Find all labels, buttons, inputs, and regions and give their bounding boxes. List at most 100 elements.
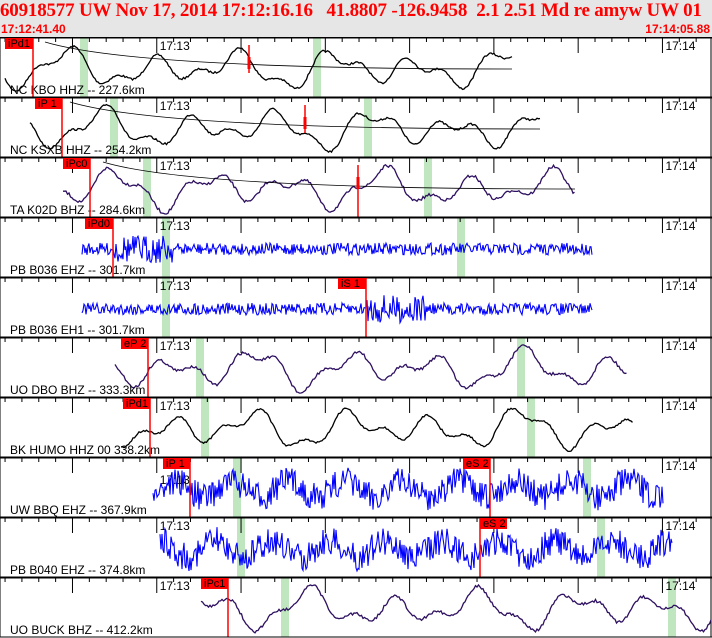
waveform-trace	[159, 526, 673, 573]
time-label: 17:13	[160, 159, 190, 173]
station-label: PB B040 EHZ -- 374.8km	[10, 563, 145, 577]
pick-label: eS 2	[466, 458, 489, 470]
coda-curve	[44, 41, 513, 70]
waveform-trace	[121, 407, 633, 453]
pick-window	[281, 578, 289, 637]
pick-flag[interactable]	[121, 338, 148, 349]
phase-pick[interactable]: iP 1	[163, 458, 191, 517]
time-label: 17:14	[665, 579, 695, 593]
pick-label: iPd0	[88, 218, 110, 230]
pick-window	[143, 158, 151, 217]
phase-pick[interactable]: eS 2	[479, 518, 507, 577]
amplitude-mark	[356, 177, 360, 189]
phase-pick[interactable]: iS 1	[338, 278, 367, 337]
trace-row[interactable]: 17:13 17:14 TA K02D BHZ -- 284.6km iPc0	[0, 156, 712, 217]
pick-flag[interactable]	[480, 518, 507, 529]
amplitude-mark	[247, 57, 251, 69]
trace-row[interactable]: 17:13 17:14 BK HUMO HHZ 00 338.2km iPd1	[0, 396, 712, 457]
phase-pick[interactable]: iPd1	[123, 398, 151, 457]
time-label: 17:13	[160, 219, 190, 233]
pick-label: iPc1	[204, 578, 225, 590]
waveform-trace	[152, 467, 664, 511]
trace-row[interactable]: 17:13 17:14 UO DBO BHZ -- 333.3km eP 2	[0, 336, 712, 397]
phase-pick[interactable]: iP 1	[35, 98, 63, 157]
pick-window	[110, 98, 118, 157]
waveform-trace	[114, 344, 627, 394]
station-label: UW BBQ EHZ -- 367.9km	[10, 503, 147, 517]
station-label: PB B036 EH1 -- 301.7km	[10, 323, 145, 337]
station-label: UO DBO BHZ -- 333.3km	[10, 383, 145, 397]
station-label: PB B036 EHZ -- 301.7km	[10, 263, 145, 277]
time-label: 17:14	[665, 39, 695, 53]
pick-flag[interactable]	[123, 398, 150, 409]
time-label: 17:14	[665, 339, 695, 353]
event-title: 60918577 UW Nov 17, 2014 17:12:16.16 41.…	[0, 0, 712, 21]
waveform-trace	[200, 583, 712, 634]
trace-row[interactable]: 17:13 17:14 UO BUCK BHZ -- 412.2km iPc1	[0, 576, 712, 637]
phase-pick[interactable]: eS 2	[463, 458, 491, 517]
trace-row[interactable]: 17:13 17:14 NC KSXB HHZ -- 254.2km iP 1	[0, 96, 712, 157]
pick-flag[interactable]	[201, 578, 228, 589]
pick-label: iPc0	[66, 158, 87, 170]
time-label: 17:13	[160, 579, 190, 593]
time-label: 17:14	[665, 519, 695, 533]
trace-row[interactable]: 17:13 17:14 NC KBO HHZ -- 227.6km iPd1	[0, 37, 712, 97]
trace-row[interactable]: 17:13 17:14 PB B040 EHZ -- 374.8km eS 2	[0, 516, 712, 577]
time-label: 17:13	[160, 519, 190, 533]
pick-label: iPd1	[126, 398, 148, 410]
station-label: TA K02D BHZ -- 284.6km	[10, 203, 145, 217]
pick-flag[interactable]	[5, 38, 33, 49]
time-label: 17:13	[160, 39, 190, 53]
pick-window	[457, 218, 465, 277]
pick-label: iS 1	[341, 278, 360, 290]
station-label: BK HUMO HHZ 00 338.2km	[10, 443, 160, 457]
pick-flag[interactable]	[163, 458, 190, 469]
time-label: 17:14	[665, 279, 695, 293]
phase-pick[interactable]: iPd1	[5, 38, 34, 97]
pick-label: eS 2	[483, 518, 506, 530]
event-header: 60918577 UW Nov 17, 2014 17:12:16.16 41.…	[0, 0, 712, 37]
time-label: 17:14	[665, 219, 695, 233]
waveform-trace	[81, 234, 593, 264]
pick-window	[162, 218, 170, 277]
time-label: 17:14	[665, 99, 695, 113]
station-label: NC KBO HHZ -- 227.6km	[10, 83, 145, 97]
time-label: 17:13	[160, 339, 190, 353]
time-label: 17:13	[160, 99, 190, 113]
pick-label: iP 1	[166, 458, 185, 470]
pick-window	[162, 278, 170, 337]
time-label: 17:14	[665, 159, 695, 173]
pick-label: iP 1	[38, 98, 57, 110]
pick-window	[196, 338, 204, 397]
time-label: 17:14	[665, 459, 695, 473]
pick-window	[313, 38, 321, 97]
pick-window	[597, 518, 605, 577]
pick-flag[interactable]	[63, 158, 90, 169]
window-start-time: 17:12:41.40	[1, 22, 66, 36]
phase-pick[interactable]: eP 2	[121, 338, 149, 397]
pick-flag[interactable]	[338, 278, 366, 289]
trace-row[interactable]: 17:13 17:14 PB B036 EH1 -- 301.7km iS 1	[0, 276, 712, 337]
pick-label: eP 2	[124, 338, 146, 350]
phase-pick[interactable]: iPc1	[201, 578, 229, 637]
pick-window	[237, 518, 245, 577]
pick-window	[527, 398, 535, 457]
trace-row[interactable]: 17:13 17:14 PB B036 EHZ -- 301.7km iPd0	[0, 216, 712, 277]
pick-flag[interactable]	[35, 98, 62, 109]
pick-flag[interactable]	[463, 458, 490, 469]
phase-pick[interactable]: iPd0	[85, 218, 114, 277]
pick-window	[80, 38, 88, 97]
pick-window	[201, 398, 209, 457]
waveform-trace	[4, 44, 513, 92]
waveform-trace	[29, 103, 541, 154]
time-label: 17:13	[160, 279, 190, 293]
waveform-trace	[81, 295, 593, 325]
phase-pick[interactable]: iPc0	[63, 158, 91, 217]
time-label: 17:14	[665, 399, 695, 413]
pick-label: iPd1	[8, 38, 30, 50]
pick-flag[interactable]	[85, 218, 113, 229]
waveform-trace	[63, 163, 575, 215]
station-label: UO BUCK BHZ -- 412.2km	[10, 623, 153, 637]
